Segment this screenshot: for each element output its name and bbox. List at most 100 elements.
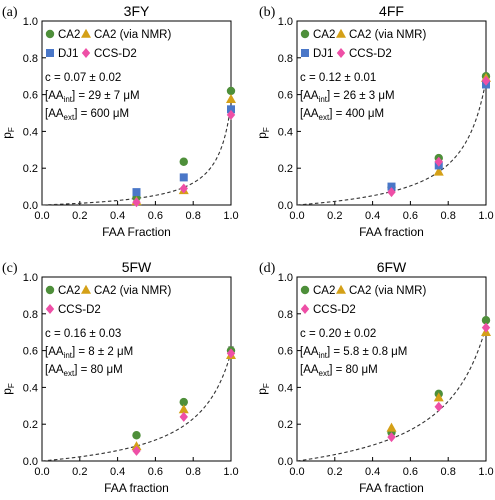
x-tick-label: 0.6 xyxy=(148,210,163,222)
x-tick-label: 1.0 xyxy=(223,466,238,478)
y-axis-label-main: p xyxy=(255,388,269,395)
legend-marker xyxy=(45,285,55,295)
data-point xyxy=(433,166,444,176)
annotation-text: ] = 400 μM xyxy=(329,108,384,120)
legend-marker xyxy=(300,285,310,295)
data-point xyxy=(132,445,141,456)
y-axis-label-sub: F xyxy=(7,383,16,388)
legend-marker xyxy=(336,28,346,38)
fit-annotation: c = 0.07 ± 0.02 [AAint] = 29 ± 7 μM [AAext… xyxy=(45,72,140,122)
annotation-text: [AA xyxy=(45,108,64,120)
x-tick-label: 0.6 xyxy=(403,466,418,478)
x-tick-label: 0.6 xyxy=(148,466,163,478)
y-axis-label-main: p xyxy=(255,132,269,139)
annotation-subscript: ext xyxy=(64,369,75,378)
series-ccs-d2 xyxy=(387,75,491,198)
y-axis-label: pF xyxy=(255,127,271,139)
series-ca2 xyxy=(132,86,236,202)
legend-marker xyxy=(336,48,346,58)
legend-marker xyxy=(301,49,309,57)
annotation-text: ] = 5.8 ± 0.8 μM xyxy=(327,346,407,358)
y-axis-label-main: p xyxy=(0,132,14,139)
y-axis-label-sub: F xyxy=(262,127,271,132)
annotation-line: c = 0.20 ± 0.02 xyxy=(300,328,376,340)
legend-item: DJ1 xyxy=(58,48,78,60)
annotation-line: [AAint] = 8 ± 2 μM xyxy=(45,346,133,360)
fit-annotation: c = 0.20 ± 0.02 [AAint] = 5.8 ± 0.8 μM[AA… xyxy=(300,328,407,378)
y-tick-label: 0.8 xyxy=(23,53,38,65)
data-point xyxy=(481,75,491,86)
y-tick-label: 0.6 xyxy=(278,90,293,102)
data-point xyxy=(132,197,141,208)
legend-item: CA2 xyxy=(313,285,335,297)
legend: CA2 CA2 (via NMR) DJ1 CCS-D2 xyxy=(45,28,171,60)
x-tick-label: 0.8 xyxy=(441,466,456,478)
panel-label: (b) xyxy=(259,5,276,20)
legend-item: CA2 xyxy=(313,29,335,41)
data-point xyxy=(131,441,142,451)
annotation-subscript: ext xyxy=(64,113,75,122)
annotation-text: c = 0.07 ± 0.02 xyxy=(45,72,121,84)
y-tick-label: 0.8 xyxy=(278,309,293,321)
annotation-line: c = 0.16 ± 0.03 xyxy=(45,328,121,340)
legend-marker xyxy=(81,48,91,58)
y-tick-label: 0.4 xyxy=(23,382,38,394)
y-tick-label: 0.6 xyxy=(23,90,38,102)
x-tick-label: 0.4 xyxy=(110,466,125,478)
legend-item: CA2 (via NMR) xyxy=(94,29,171,41)
data-point xyxy=(179,173,188,182)
legend-marker xyxy=(300,304,310,314)
y-tick-label: 0.4 xyxy=(278,382,293,394)
annotation-text: [AA xyxy=(45,364,64,376)
y-axis-label: pF xyxy=(255,383,271,395)
x-axis-label: FAA Fraction xyxy=(102,225,171,239)
chart-title: 5FW xyxy=(122,259,152,275)
x-tick-label: 0.8 xyxy=(186,210,201,222)
x-tick-label: 0.0 xyxy=(34,466,49,478)
plot-area xyxy=(41,20,232,206)
data-point xyxy=(179,183,188,194)
y-tick-label: 0.2 xyxy=(278,163,293,175)
y-axis-label-sub: F xyxy=(262,383,271,388)
annotation-text: ] = 80 μM xyxy=(74,364,123,376)
y-tick-label: 0.0 xyxy=(278,456,293,468)
annotation-subscript: int xyxy=(319,351,328,360)
legend: CA2 CA2 (via NMR) CCS-D2 xyxy=(45,284,171,316)
plot-area xyxy=(41,276,232,462)
y-tick-label: 0.2 xyxy=(23,419,38,431)
legend-item: CA2 (via NMR) xyxy=(94,285,171,297)
x-tick-label: 0.0 xyxy=(289,466,304,478)
annotation-line: [AAint] = 5.8 ± 0.8 μM xyxy=(300,346,407,360)
fit-curve xyxy=(41,352,232,462)
data-point xyxy=(178,404,189,414)
data-point xyxy=(226,109,236,120)
annotation-text: [AA xyxy=(300,346,319,358)
legend: CA2 CA2 (via NMR) CCS-D2 xyxy=(300,284,426,316)
chart-panel-4ff: (b) 4FF 0.0 0.2 0.4 0.6 0.8 1.0 0.0 0.2 0.4 0.6 0.8 1… xyxy=(255,3,494,239)
y-tick-label: 0.6 xyxy=(278,346,293,358)
y-tick-label: 1.0 xyxy=(278,16,293,28)
data-point xyxy=(434,401,443,412)
chart-panel-5fw: (c) 5FW 0.0 0.2 0.4 0.6 0.8 1.0 0.0 0.2 0.4 0.6 0.8 1… xyxy=(0,259,239,495)
y-tick-label: 0.8 xyxy=(23,309,38,321)
data-point xyxy=(132,188,141,197)
annotation-text: [AA xyxy=(300,90,319,102)
data-point xyxy=(179,157,188,166)
chart-panel-3fy: (a) 3FY 0.0 0.2 0.4 0.6 0.8 1.0 0.0 0.2 0.4 0.6 0.8 1… xyxy=(0,3,239,239)
y-tick-label: 1.0 xyxy=(278,272,293,284)
annotation-line: [AAint] = 29 ± 7 μM xyxy=(45,90,140,104)
x-tick-label: 0.4 xyxy=(365,466,380,478)
x-axis-label: FAA fraction xyxy=(359,481,424,495)
chart-title: 4FF xyxy=(379,3,404,19)
annotation-line: [AAext] = 400 μM xyxy=(300,108,384,122)
x-tick-label: 0.2 xyxy=(327,210,342,222)
fit-curve xyxy=(41,103,232,206)
legend-item: CCS-D2 xyxy=(313,304,356,316)
legend-item: CCS-D2 xyxy=(94,48,137,60)
x-tick-label: 1.0 xyxy=(223,210,238,222)
x-tick-label: 0.2 xyxy=(72,466,87,478)
data-point xyxy=(386,422,397,432)
x-tick-label: 0.4 xyxy=(365,210,380,222)
annotation-line: c = 0.12 ± 0.01 xyxy=(300,72,376,84)
